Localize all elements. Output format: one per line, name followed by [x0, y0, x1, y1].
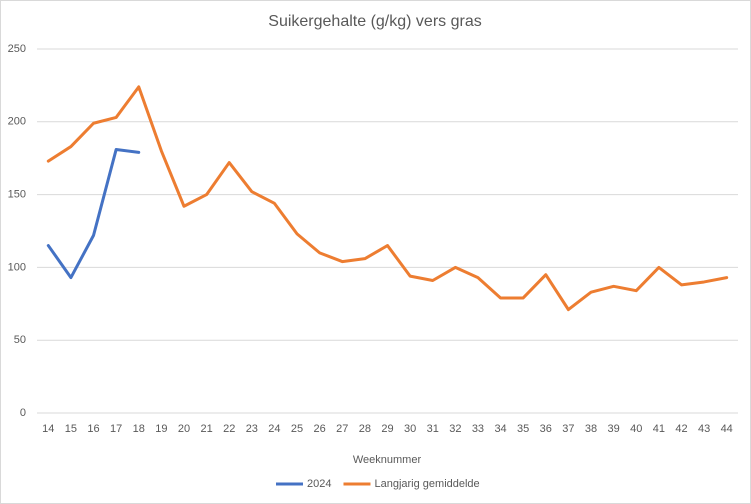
x-tick-label: 29 [381, 423, 393, 435]
x-tick-label: 20 [178, 423, 190, 435]
legend-label: Langjarig gemiddelde [374, 478, 479, 490]
x-tick-label: 25 [291, 423, 303, 435]
x-tick-label: 22 [223, 423, 235, 435]
y-tick-label: 100 [8, 261, 26, 273]
x-tick-label: 38 [585, 423, 597, 435]
x-tick-label: 16 [87, 423, 99, 435]
x-tick-label: 24 [268, 423, 280, 435]
x-tick-label: 31 [427, 423, 439, 435]
x-tick-label: 41 [653, 423, 665, 435]
y-tick-label: 0 [20, 407, 26, 419]
x-tick-label: 17 [110, 423, 122, 435]
x-axis-label: Weeknummer [353, 454, 422, 466]
x-tick-label: 34 [494, 423, 506, 435]
x-tick-label: 42 [675, 423, 687, 435]
x-tick-label: 26 [314, 423, 326, 435]
x-tick-label: 28 [359, 423, 371, 435]
x-tick-label: 23 [246, 423, 258, 435]
line-series [46, 85, 729, 312]
x-tick-label: 18 [133, 423, 145, 435]
x-tick-label: 44 [721, 423, 733, 435]
x-tick-label: 40 [630, 423, 642, 435]
chart-title: Suikergehalte (g/kg) vers gras [268, 13, 481, 30]
y-tick-label: 250 [8, 43, 26, 55]
x-tick-label: 43 [698, 423, 710, 435]
x-tick-label: 35 [517, 423, 529, 435]
y-tick-label: 200 [8, 116, 26, 128]
x-tick-label: 27 [336, 423, 348, 435]
x-tick-label: 19 [155, 423, 167, 435]
x-tick-label: 21 [200, 423, 212, 435]
y-tick-label: 150 [8, 189, 26, 201]
x-tick-label: 14 [42, 423, 54, 435]
x-tick-label: 30 [404, 423, 416, 435]
x-tick-label: 15 [65, 423, 77, 435]
x-tick-label: 36 [540, 423, 552, 435]
line-series [46, 147, 141, 280]
legend-label: 2024 [307, 478, 331, 490]
x-tick-label: 33 [472, 423, 484, 435]
x-tick-label: 39 [608, 423, 620, 435]
x-tick-label: 32 [449, 423, 461, 435]
y-tick-label: 50 [14, 334, 26, 346]
x-tick-label: 37 [562, 423, 574, 435]
